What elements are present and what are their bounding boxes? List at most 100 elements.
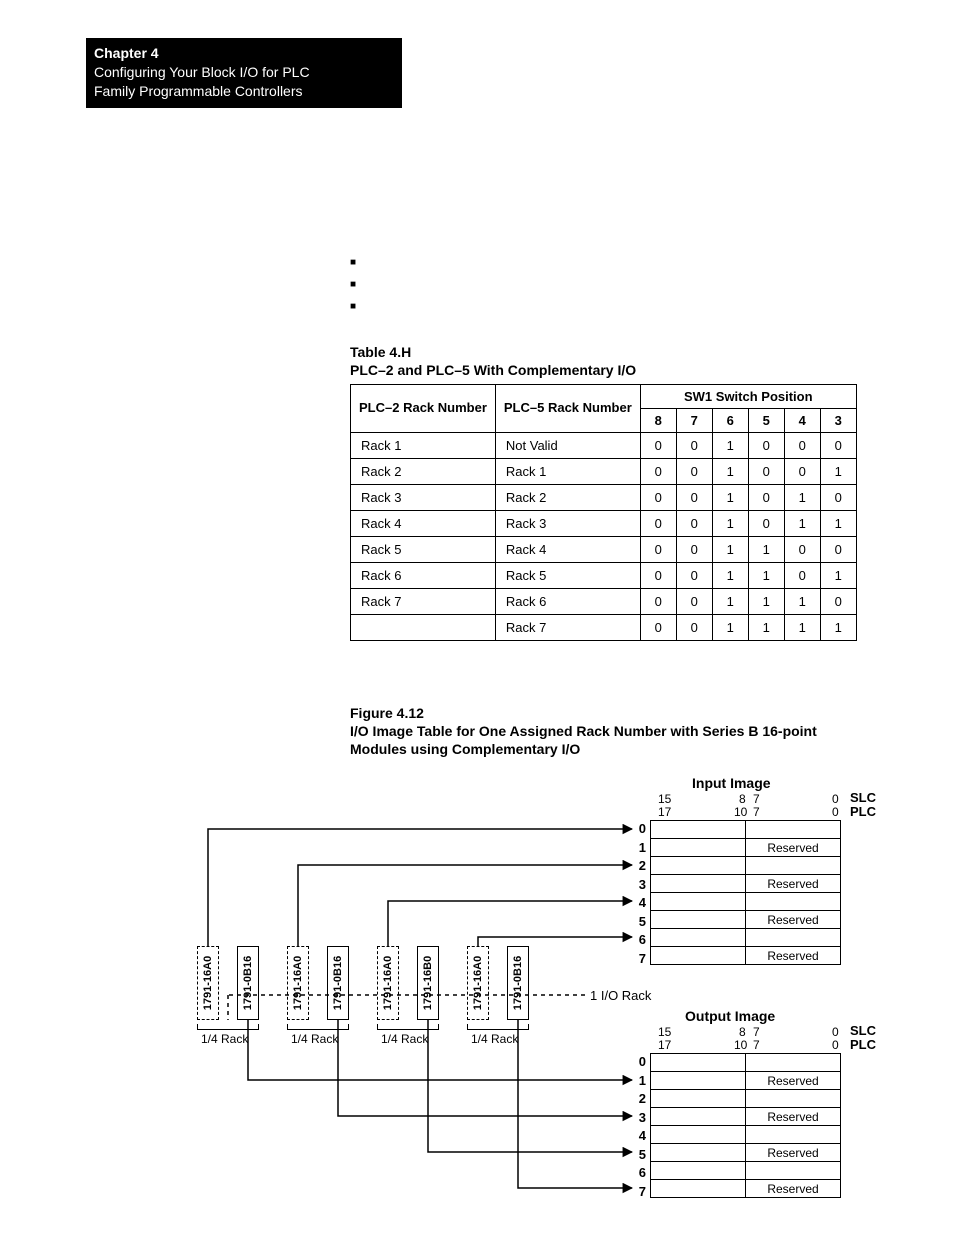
chapter-header: Chapter 4 Configuring Your Block I/O for… [86, 38, 402, 108]
module-label: 1791-16A0 [472, 956, 484, 1010]
cell-sw: 0 [748, 511, 784, 537]
image-row [651, 1090, 841, 1108]
chapter-subtitle-1: Configuring Your Block I/O for PLC [94, 63, 394, 82]
cell-sw: 0 [820, 433, 856, 459]
row-number: 1 [632, 840, 646, 855]
bit-label: 10 [734, 1038, 747, 1052]
bit-label: 7 [753, 805, 760, 819]
image-row: Reserved [651, 875, 841, 893]
bit-label: 10 [734, 805, 747, 819]
row-number: 0 [632, 1054, 646, 1069]
cell-sw: 0 [784, 537, 820, 563]
cell-sw: 1 [712, 615, 748, 641]
image-row: Reserved [651, 1144, 841, 1162]
image-cell: Reserved [746, 947, 841, 965]
output-image-table: ReservedReservedReservedReserved [650, 1053, 841, 1198]
bit-label: 7 [753, 1038, 760, 1052]
cell-plc5: Rack 4 [495, 537, 640, 563]
row-number: 4 [632, 1128, 646, 1143]
image-row: Reserved [651, 947, 841, 965]
bullet-icon [350, 252, 356, 274]
row-number: 6 [632, 932, 646, 947]
bit-label: 17 [658, 1038, 671, 1052]
image-cell [746, 1162, 841, 1180]
col-sw: 4 [784, 409, 820, 433]
cell-sw: 1 [784, 511, 820, 537]
image-cell [651, 1126, 746, 1144]
cell-sw: 1 [748, 589, 784, 615]
quarter-rack-label: 1/4 Rack [291, 1032, 338, 1046]
image-cell [651, 929, 746, 947]
cell-sw: 1 [784, 615, 820, 641]
page: Chapter 4 Configuring Your Block I/O for… [0, 0, 954, 1235]
bit-label: 8 [739, 1025, 746, 1039]
bit-label: 17 [658, 805, 671, 819]
bit-label: 0 [832, 1025, 839, 1039]
image-cell [651, 893, 746, 911]
image-cell [746, 1090, 841, 1108]
cell-plc5: Rack 5 [495, 563, 640, 589]
image-cell [651, 839, 746, 857]
cell-sw: 1 [748, 563, 784, 589]
bullet-icon [350, 296, 356, 318]
image-cell [651, 875, 746, 893]
row-number: 4 [632, 895, 646, 910]
cell-sw: 0 [676, 433, 712, 459]
cell-sw: 0 [748, 433, 784, 459]
cell-sw: 1 [820, 615, 856, 641]
cell-sw: 0 [640, 537, 676, 563]
row-number: 1 [632, 1073, 646, 1088]
quarter-rack-label: 1/4 Rack [201, 1032, 248, 1046]
cell-sw: 0 [784, 433, 820, 459]
bit-label: 8 [739, 792, 746, 806]
cell-sw: 0 [748, 485, 784, 511]
image-cell [746, 1126, 841, 1144]
module-box: 1791-16A0 [377, 946, 399, 1020]
cell-sw: 1 [712, 433, 748, 459]
cell-sw: 0 [784, 459, 820, 485]
cell-plc5: Rack 6 [495, 589, 640, 615]
row-number: 6 [632, 1165, 646, 1180]
module-box: 1791-0B16 [327, 946, 349, 1020]
cell-sw: 0 [676, 511, 712, 537]
bit-label: 15 [658, 1025, 671, 1039]
cell-plc5: Not Valid [495, 433, 640, 459]
table-row: Rack 2Rack 1001001 [351, 459, 857, 485]
input-image-table: Reserved Reserved Reserved Reserved [650, 820, 841, 965]
figure-title-1: I/O Image Table for One Assigned Rack Nu… [350, 722, 817, 741]
io-diagram: Input Image 15 17 8 10 7 7 0 0 SLC PLC R… [190, 770, 950, 1190]
image-row: Reserved [651, 839, 841, 857]
image-cell: Reserved [746, 1072, 841, 1090]
module-box: 1791-16A0 [197, 946, 219, 1020]
module-label: 1791-16A0 [202, 956, 214, 1010]
image-cell [651, 1162, 746, 1180]
chapter-subtitle-2: Family Programmable Controllers [94, 82, 394, 101]
io-rack-label: 1 I/O Rack [590, 988, 651, 1003]
slc-label: SLC [850, 790, 876, 805]
cell-sw: 0 [640, 589, 676, 615]
cell-plc2: Rack 6 [351, 563, 496, 589]
image-cell: Reserved [746, 911, 841, 929]
module-label: 1791-16A0 [382, 956, 394, 1010]
image-cell [651, 1072, 746, 1090]
module-label: 1791-0B16 [332, 956, 344, 1010]
image-cell [746, 929, 841, 947]
rack-brace [377, 1024, 439, 1030]
image-row [651, 821, 841, 839]
col-plc2: PLC–2 Rack Number [351, 385, 496, 433]
col-sw: 7 [676, 409, 712, 433]
cell-sw: 1 [820, 511, 856, 537]
cell-sw: 0 [676, 459, 712, 485]
cell-sw: 0 [640, 563, 676, 589]
image-cell [651, 1108, 746, 1126]
cell-plc2: Rack 4 [351, 511, 496, 537]
rack-brace [197, 1024, 259, 1030]
slc-label: SLC [850, 1023, 876, 1038]
row-number: 3 [632, 1110, 646, 1125]
cell-sw: 0 [640, 485, 676, 511]
image-cell [651, 947, 746, 965]
module-box: 1791-0B16 [507, 946, 529, 1020]
bullet-list [350, 252, 356, 318]
col-sw: 6 [712, 409, 748, 433]
cell-sw: 0 [640, 433, 676, 459]
